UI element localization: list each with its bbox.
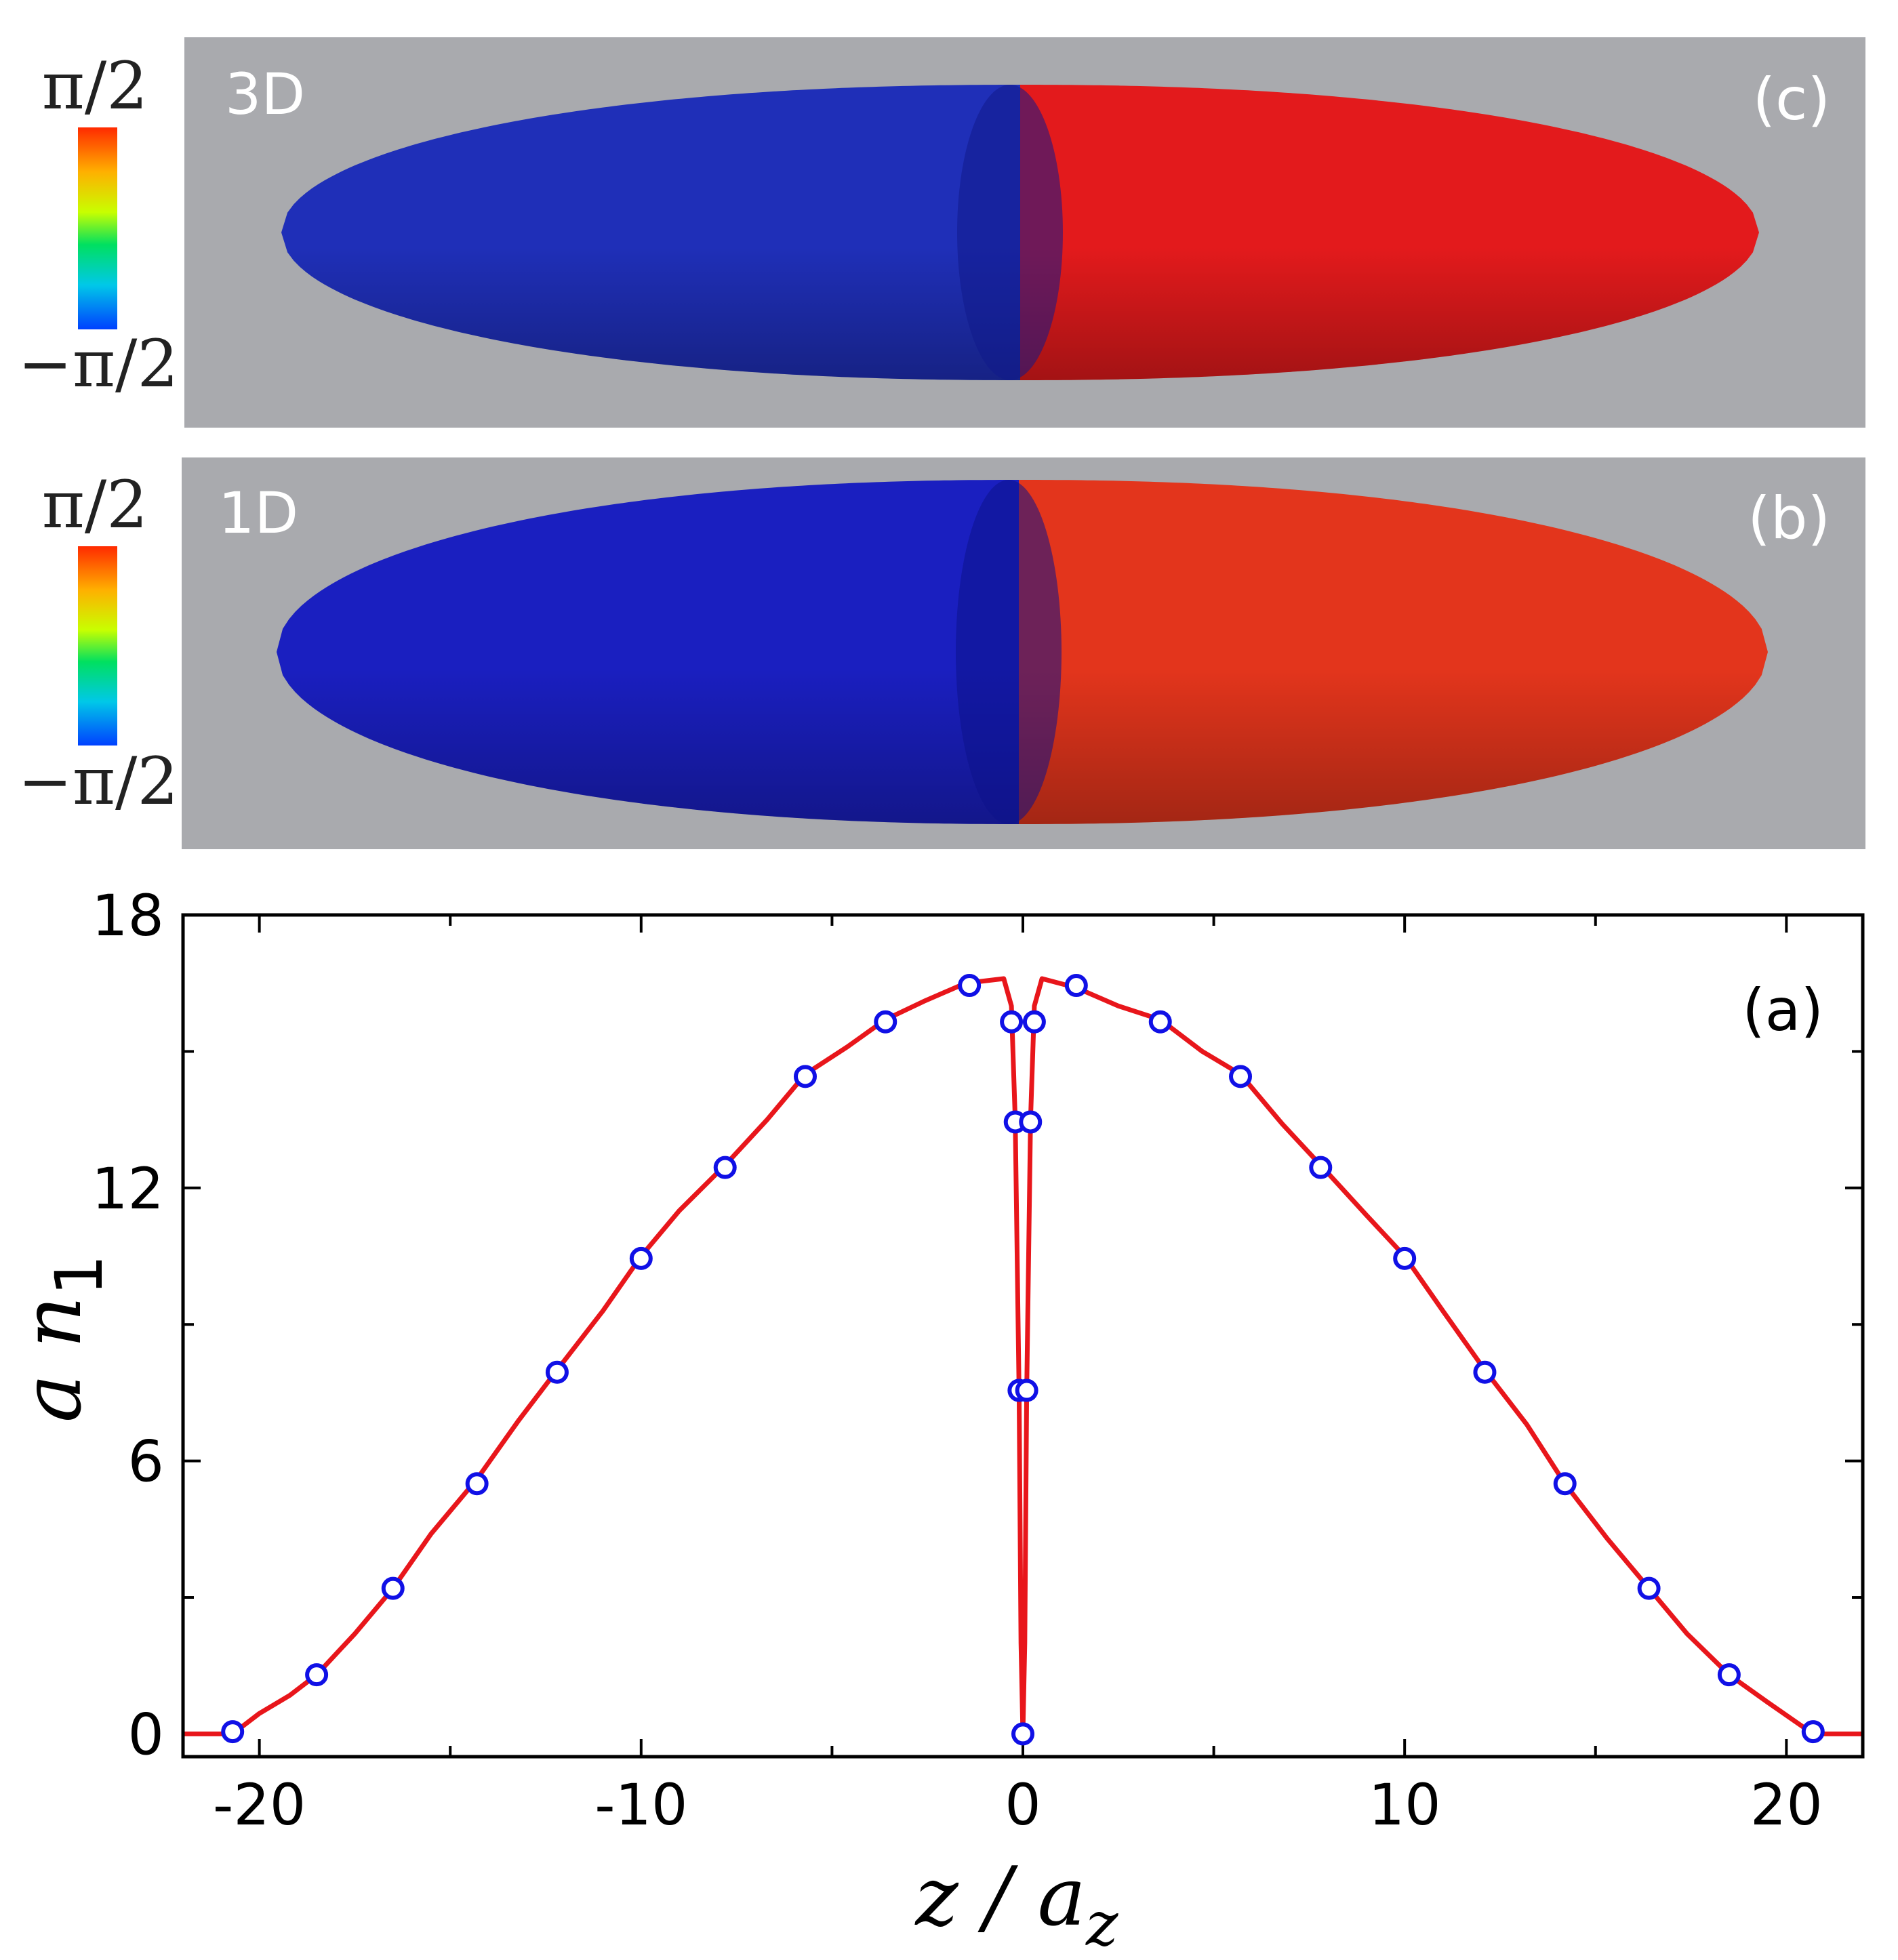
tick-labels: -20 -10 0 10 20 0 6 12 18	[92, 882, 1823, 1838]
x-tick-label: -10	[594, 1772, 687, 1838]
colorbar-c	[78, 127, 117, 329]
data-point	[958, 974, 982, 998]
data-point	[1022, 1010, 1046, 1034]
panel-b-dimension-label: 1D	[218, 480, 298, 546]
data-point	[1000, 1010, 1024, 1034]
data-point	[1473, 1360, 1497, 1384]
x-axis-label-sub: z	[1085, 1889, 1118, 1957]
ellipsoid-b	[277, 480, 1768, 824]
data-point	[1011, 1722, 1034, 1746]
y-tick-label: 12	[92, 1156, 164, 1222]
panel-b-tag: (b)	[1748, 485, 1830, 552]
colorbar-c-bottom-label: −π/2	[18, 326, 179, 402]
data-point	[874, 1010, 897, 1034]
plot-frame	[181, 913, 1865, 1759]
data-point	[545, 1360, 569, 1384]
data-point	[1019, 1110, 1043, 1134]
data-point	[1801, 1720, 1825, 1744]
y-axis-label-sub: 1	[41, 1254, 117, 1296]
data-point	[381, 1576, 405, 1600]
data-point	[1309, 1156, 1333, 1179]
data-point	[1393, 1246, 1417, 1270]
data-point	[1229, 1065, 1253, 1088]
data-point	[1148, 1010, 1172, 1034]
y-axis-label: a n1	[5, 1254, 117, 1423]
data-point	[1637, 1576, 1661, 1600]
data-point	[629, 1246, 653, 1270]
y-tick-label: 0	[128, 1701, 164, 1768]
ellipsoid-c	[281, 85, 1759, 380]
panel-c-dimension-label: 3D	[225, 61, 305, 127]
x-axis-label: z / az	[914, 1850, 1118, 1957]
panel-c: π/2 −π/2 3D (c)	[18, 37, 1865, 428]
panel-b: π/2 −π/2 1D (b)	[18, 457, 1865, 849]
colorbar-c-top-label: π/2	[42, 48, 148, 124]
data-point	[465, 1472, 489, 1496]
data-point	[305, 1663, 329, 1687]
series-markers	[221, 974, 1825, 1746]
x-tick-label: 0	[1005, 1772, 1041, 1838]
panel-c-tag: (c)	[1753, 66, 1830, 134]
ellipsoid-c-cross-section	[957, 85, 1063, 380]
data-point	[1553, 1472, 1577, 1496]
data-point	[221, 1720, 245, 1744]
chart-panel-tag: (a)	[1742, 977, 1823, 1044]
x-tick-label: 10	[1369, 1772, 1441, 1838]
ellipsoid-b-cross-section	[956, 480, 1062, 824]
colorbar-b-bottom-label: −π/2	[18, 743, 179, 819]
colorbar-b-top-label: π/2	[42, 467, 148, 543]
data-point	[1015, 1379, 1038, 1402]
y-axis-label-main: a n	[5, 1296, 100, 1423]
x-axis-label-main: z / a	[914, 1850, 1086, 1944]
x-tick-label: -20	[213, 1772, 306, 1838]
data-point	[713, 1156, 737, 1179]
y-tick-label: 18	[92, 882, 164, 949]
chart-a: -20 -10 0 10 20 0 6 12 18 (a) a n1 z / az	[5, 882, 1865, 1960]
x-tick-label: 20	[1750, 1772, 1823, 1838]
data-point	[793, 1065, 817, 1088]
data-point	[1717, 1663, 1741, 1687]
data-point	[1064, 974, 1088, 998]
colorbar-b	[78, 546, 117, 746]
series-line	[183, 976, 1863, 1736]
y-tick-label: 6	[128, 1429, 164, 1495]
